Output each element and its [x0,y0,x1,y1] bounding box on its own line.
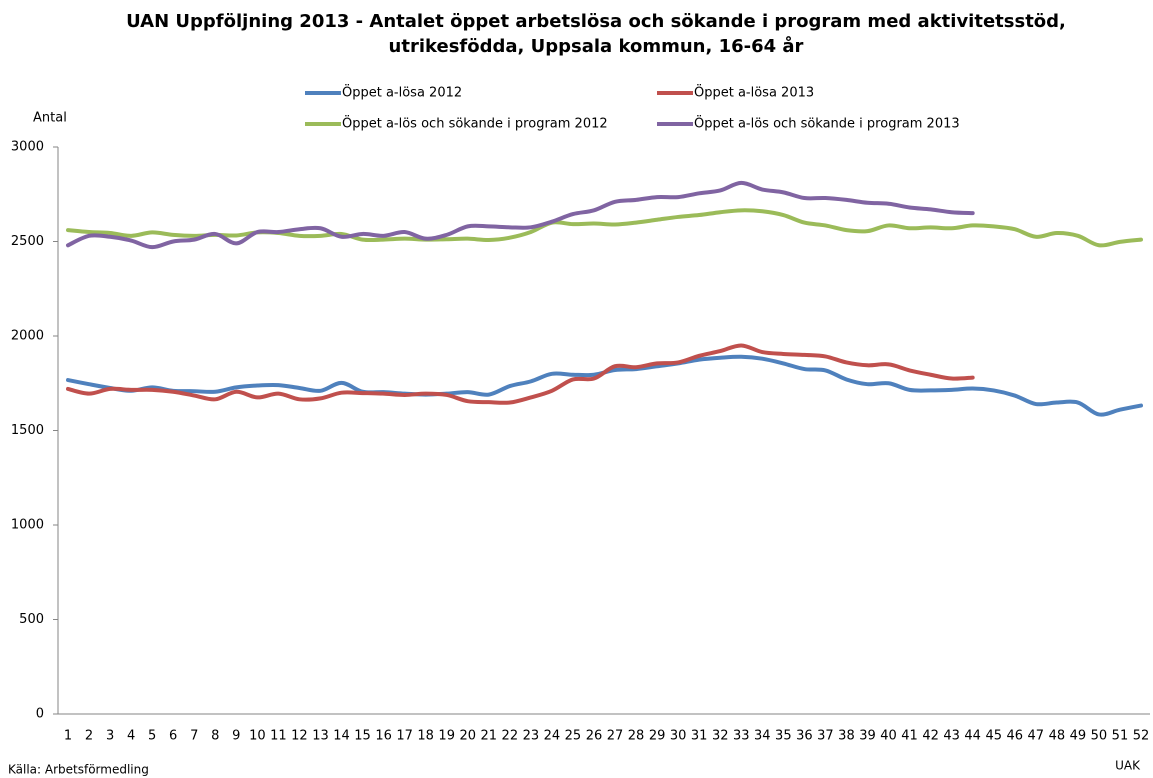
x-tick-label: 34 [754,729,771,744]
x-tick-label: 27 [607,729,624,744]
x-tick-label: 22 [502,729,519,744]
x-tick-label: 50 [1091,729,1108,744]
series-line [66,343,975,405]
x-tick-label: 16 [375,729,392,744]
x-tick-label: 48 [1049,729,1066,744]
x-tick-label: 11 [270,729,287,744]
x-tick-label: 4 [127,729,135,744]
x-tick-label: 51 [1112,729,1129,744]
legend-label: Öppet a-lösa 2013 [694,84,814,101]
source: Källa: Arbetsförmedling [8,763,149,777]
x-tick-label: 14 [333,729,350,744]
x-tick-label: 12 [291,729,308,744]
x-tick-label: 19 [438,729,455,744]
y-tick-label: 1000 [11,518,44,533]
legend-label: Öppet a-lös och sökande i program 2013 [694,115,960,132]
x-tick-label: 44 [964,729,981,744]
x-tick-label: 29 [649,729,666,744]
chart-title: utrikesfödda, Uppsala kommun, 16-64 år [389,35,804,57]
x-tick-label: 24 [544,729,561,744]
x-tick-label: 49 [1070,729,1087,744]
x-tick-label: 10 [249,729,266,744]
x-tick-label: 43 [943,729,960,744]
x-tick-label: 15 [354,729,371,744]
x-tick-label: 17 [396,729,413,744]
x-tick-label: 37 [817,729,834,744]
y-tick-label: 1500 [11,423,44,438]
x-tick-label: 52 [1133,729,1150,744]
x-tick-label: 35 [775,729,792,744]
y-tick-label: 2500 [11,234,44,249]
x-tick-label: 9 [232,729,240,744]
x-tick-label: 28 [628,729,645,744]
series-line [66,180,975,250]
x-tick-label: 41 [901,729,918,744]
x-tick-label: 40 [880,729,897,744]
legend-label: Öppet a-lös och sökande i program 2012 [342,115,608,132]
x-tick-label: 26 [586,729,603,744]
x-tick-label: 3 [106,729,114,744]
x-tick-label: 21 [481,729,498,744]
note: UAK [1115,759,1141,773]
chart-title: UAN Uppföljning 2013 - Antalet öppet arb… [126,11,1066,32]
x-tick-label: 25 [565,729,582,744]
x-tick-label: 47 [1028,729,1045,744]
x-tick-label: 6 [169,729,177,744]
x-tick-label: 18 [417,729,434,744]
y-tick-label: 0 [36,707,44,722]
y-tick-label: 2000 [11,329,44,344]
x-tick-label: 30 [670,729,687,744]
x-tick-label: 7 [190,729,198,744]
x-tick-label: 1 [64,729,72,744]
x-tick-label: 20 [459,729,476,744]
x-tick-label: 36 [796,729,813,744]
x-tick-label: 2 [85,729,93,744]
x-tick-label: 8 [211,729,219,744]
series-line [66,354,1143,417]
x-tick-label: 13 [312,729,329,744]
x-tick-label: 31 [691,729,708,744]
x-tick-label: 42 [922,729,939,744]
y-tick-label: 3000 [11,140,44,155]
y-tick-label: 500 [19,612,44,627]
x-tick-label: 32 [712,729,729,744]
x-tick-label: 33 [733,729,750,744]
x-tick-label: 45 [985,729,1002,744]
x-tick-label: 38 [838,729,855,744]
y-axis-label: Antal [33,111,67,126]
x-tick-label: 23 [523,729,540,744]
x-tick-label: 39 [859,729,876,744]
x-tick-label: 46 [1006,729,1023,744]
series-line [66,208,1143,248]
legend-label: Öppet a-lösa 2012 [342,84,462,101]
x-tick-label: 5 [148,729,156,744]
